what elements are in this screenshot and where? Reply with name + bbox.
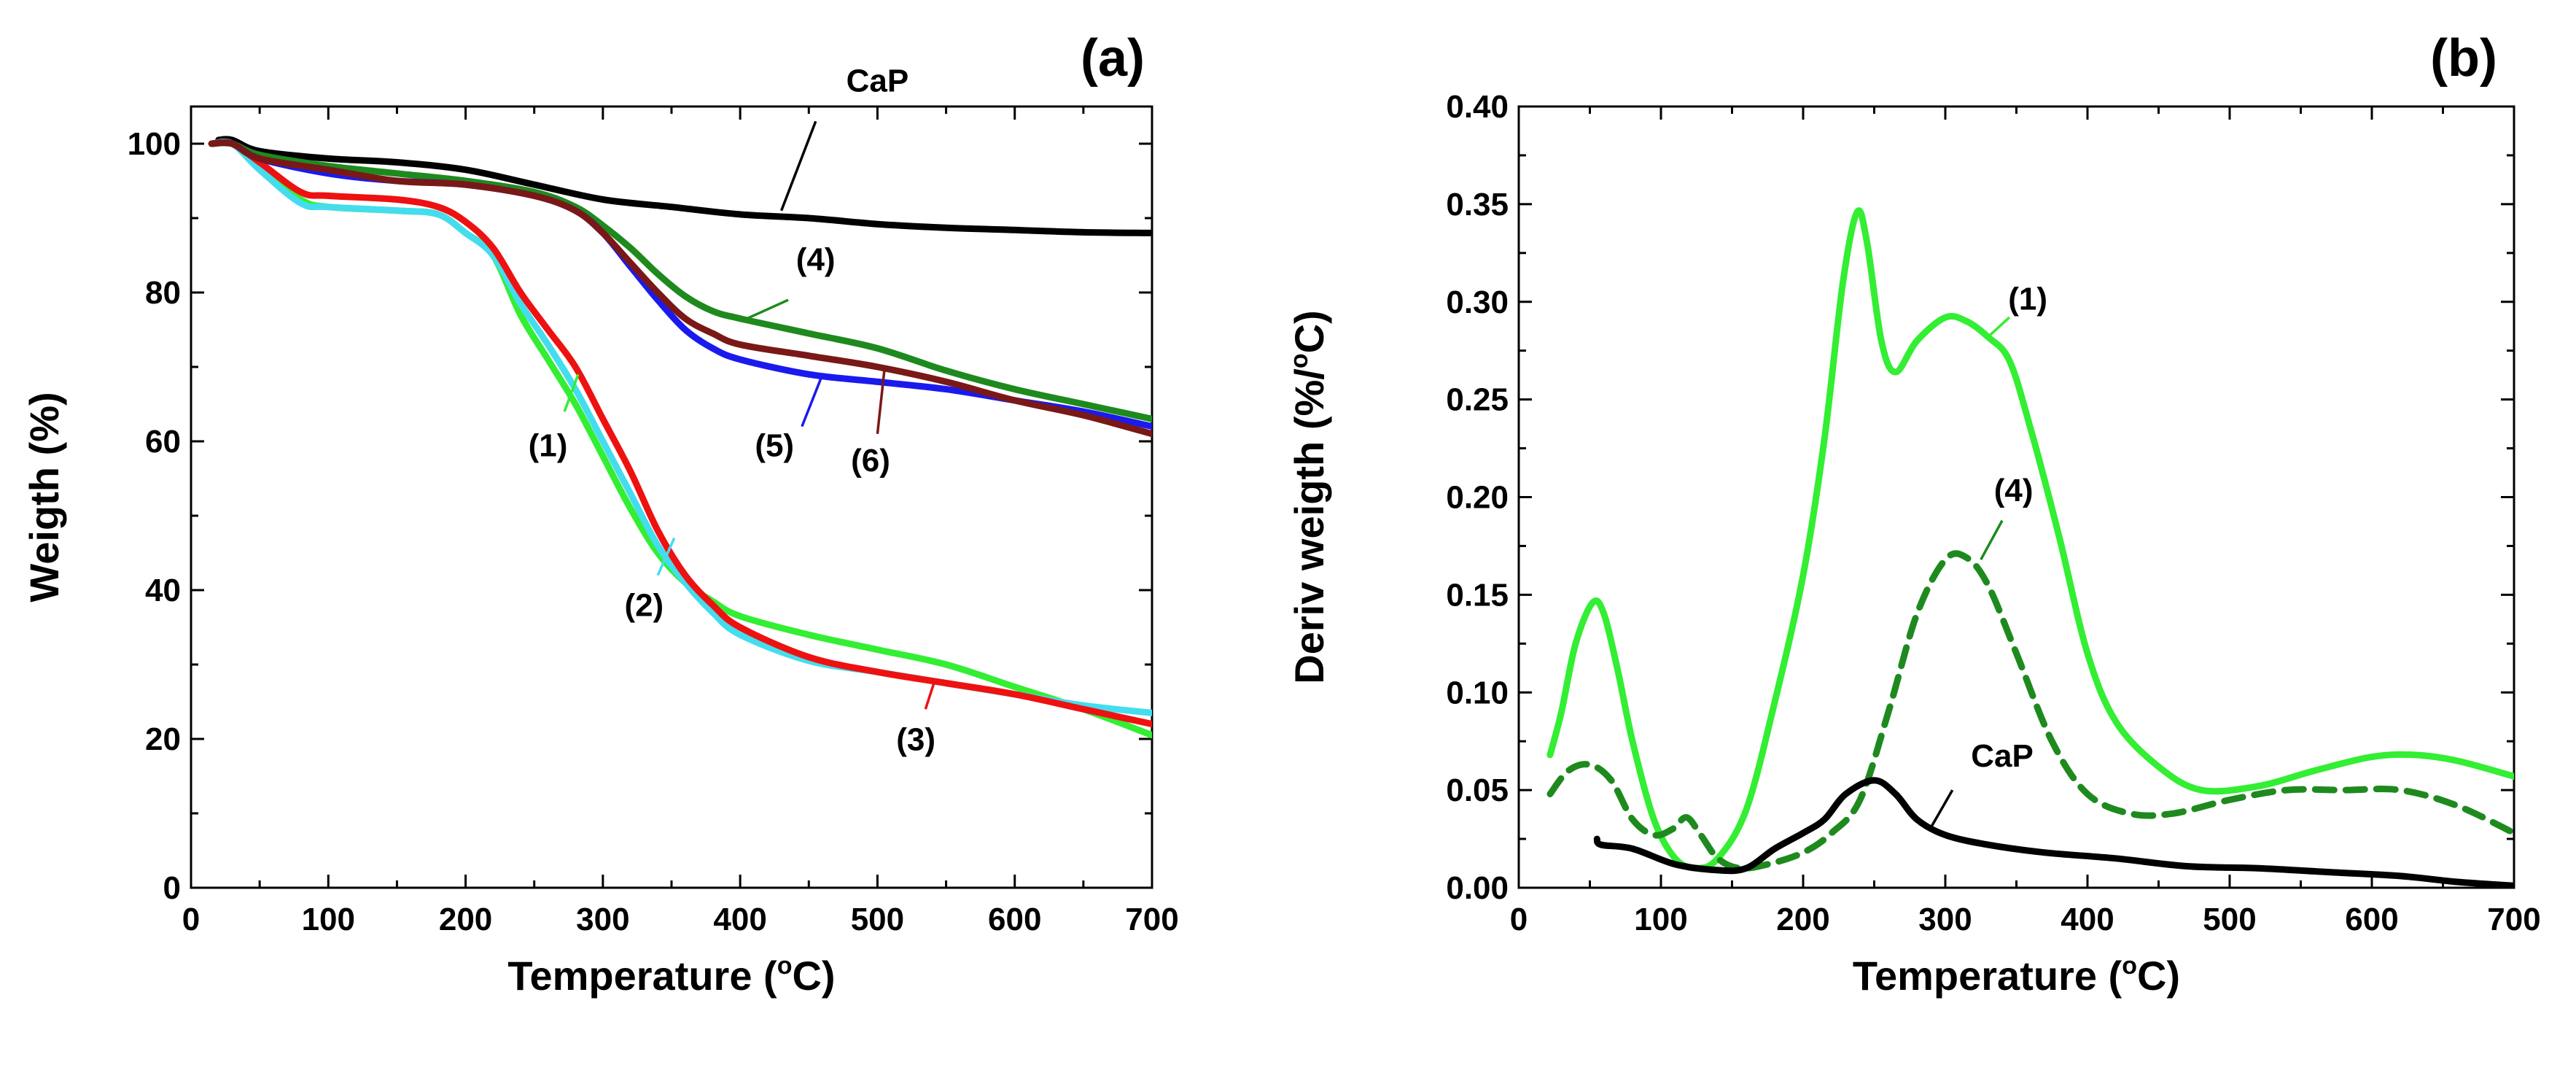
y-tick-label-a: 0 [163, 870, 181, 906]
annotation-label-b-1: (1) [2008, 281, 2047, 317]
y-tick-label-a: 60 [145, 424, 181, 460]
x-tick-label-a: 500 [851, 902, 904, 937]
x-tick-label-a: 0 [182, 902, 200, 937]
series-line-a-cap [215, 136, 1152, 236]
y-tick-label-b: 0.20 [1446, 480, 1509, 516]
y-tick-label-b: 0.35 [1446, 187, 1509, 222]
y-axis-title-a: Weigth (%) [21, 392, 67, 602]
series-line-b-4 [1546, 550, 2514, 872]
panel-a-weight-chart: 0 100 200 300 400 500 600 700 0 20 40 60 80 100 Temper… [21, 29, 1179, 999]
annotation-label-a-3: (3) [896, 721, 935, 757]
annotation-leader-b-4 [1980, 519, 2004, 561]
y-axis-title-b: Deriv weigth (%/oC) [1285, 310, 1332, 683]
x-tick-label-a: 300 [576, 902, 629, 937]
annotation-leader-a-3 [924, 678, 937, 710]
panel-label-a: (a) [1081, 29, 1145, 88]
annotation-label-b-cap: CaP [1971, 738, 2034, 774]
series-line-a-4 [208, 139, 1152, 422]
panel-b-derivative-chart: 0 100 200 300 400 500 600 700 0.00 0.05 0.10 0.15 0.… [1285, 29, 2541, 999]
series-line-a-3 [208, 139, 1152, 728]
x-tick-label-b: 300 [1918, 902, 1972, 937]
annotation-leader-a-4 [746, 298, 789, 320]
series-line-a-5 [208, 139, 1152, 430]
annotation-leader-b-cap [1929, 789, 1954, 828]
x-tick-label-b: 500 [2203, 902, 2256, 937]
annotation-label-a-6: (6) [851, 443, 890, 479]
series-line-b-1 [1546, 207, 2514, 872]
x-tick-label-a: 400 [713, 902, 766, 937]
annotation-label-a-1: (1) [529, 427, 568, 463]
annotation-leader-a-5 [801, 373, 824, 427]
y-tick-label-b: 0.40 [1446, 89, 1509, 125]
plot-frame-a [190, 105, 1153, 889]
x-tick-label-b: 600 [2345, 902, 2398, 937]
y-tick-label-b: 0.30 [1446, 284, 1509, 320]
panel-label-b: (b) [2430, 29, 2497, 88]
annotation-label-a-cap: CaP [847, 63, 909, 99]
y-tick-label-a: 80 [145, 275, 181, 311]
annotation-label-a-4: (4) [796, 241, 836, 277]
x-axis-title-b: Temperature (oC) [1853, 952, 2180, 999]
annotation-label-a-5: (5) [755, 427, 794, 463]
x-tick-label-a: 700 [1125, 902, 1178, 937]
annotation-leader-a-2 [656, 537, 676, 576]
y-tick-label-b: 0.05 [1446, 772, 1509, 808]
x-tick-label-a: 200 [439, 902, 492, 937]
x-tick-label-b: 0 [1510, 902, 1528, 937]
y-tick-label-b: 0.15 [1446, 577, 1509, 613]
x-axis-title-a: Temperature (oC) [507, 952, 835, 999]
annotation-label-a-2: (2) [624, 588, 664, 624]
y-tick-label-b: 0.00 [1446, 870, 1509, 906]
x-tick-label-b: 200 [1776, 902, 1829, 937]
x-tick-label-a: 600 [988, 902, 1041, 937]
series-line-a-6 [208, 139, 1152, 438]
annotation-leader-a-6 [876, 370, 886, 434]
y-tick-label-a: 40 [145, 573, 181, 608]
y-tick-label-a: 20 [145, 721, 181, 757]
annotation-leader-a-1 [563, 373, 580, 412]
x-tick-label-b: 400 [2061, 902, 2114, 937]
y-tick-label-a: 100 [128, 126, 181, 162]
x-tick-label-a: 100 [302, 902, 355, 937]
annotation-label-b-4: (4) [1994, 473, 2034, 508]
annotation-leader-a-cap [779, 120, 817, 212]
x-tick-label-b: 700 [2487, 902, 2540, 937]
y-tick-label-b: 0.10 [1446, 675, 1509, 710]
y-tick-label-b: 0.25 [1446, 382, 1509, 418]
annotation-leader-b-1 [1987, 316, 2010, 338]
series-line-b-cap [1593, 777, 2514, 888]
x-tick-label-b: 100 [1634, 902, 1687, 937]
